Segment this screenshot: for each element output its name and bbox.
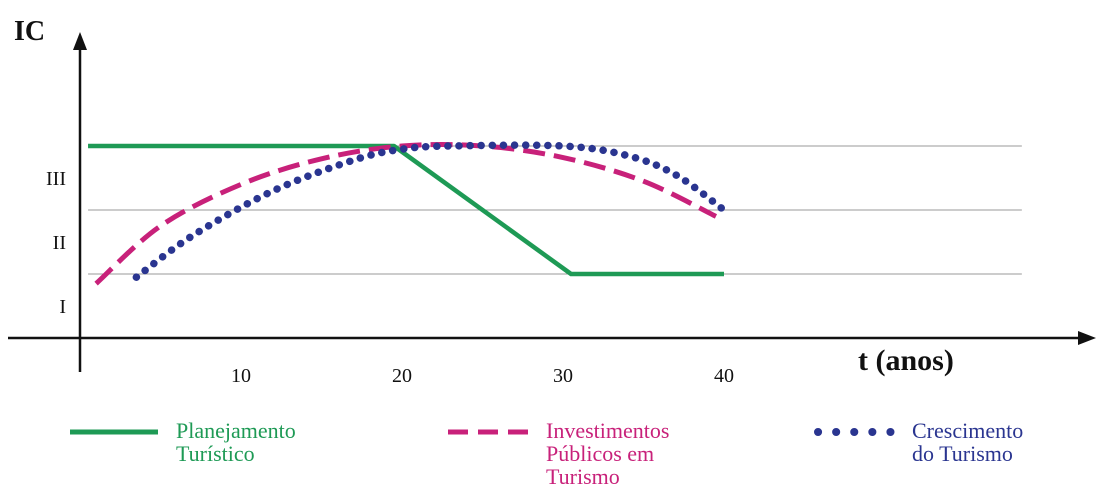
series-group [88, 141, 728, 286]
grid-lines [88, 145, 1022, 275]
legend-label-line: do Turismo [912, 441, 1013, 466]
y-axis-label: IC [14, 16, 45, 47]
legend-label-line: Investimentos [546, 418, 669, 443]
x-tick-labels: 10 20 30 40 [231, 365, 734, 387]
legend-label-line: Turístico [176, 441, 255, 466]
legend-label-line: Crescimento [912, 418, 1023, 443]
legend-label-line: Públicos em [546, 441, 654, 466]
legend-item-planejamento: Planejamento Turístico [70, 418, 301, 466]
svg-text:Crescimento do Turismo: Crescimento do Turismo [912, 418, 1029, 466]
legend-label-line: Turismo [546, 464, 620, 484]
legend: Planejamento Turístico Investimentos Púb… [70, 418, 1029, 484]
y-level-label: I [59, 296, 66, 318]
y-axis-arrow [73, 32, 87, 50]
x-tick-label: 40 [714, 365, 734, 387]
y-level-label: III [46, 168, 66, 190]
x-axis-arrow [1078, 331, 1096, 345]
svg-text:Planejamento Turístico: Planejamento Turístico [176, 418, 301, 466]
x-tick-label: 10 [231, 365, 251, 387]
legend-item-investimentos: Investimentos Públicos em Turismo [448, 418, 675, 484]
legend-label-line: Planejamento [176, 418, 296, 443]
svg-text:Investimentos Públicos: Investimentos Públicos em Turismo [546, 418, 675, 484]
series-line [88, 143, 724, 277]
x-tick-label: 20 [392, 365, 412, 387]
series-line [94, 141, 718, 286]
x-axis-label: t (anos) [858, 344, 954, 377]
legend-item-crescimento: Crescimento do Turismo [814, 418, 1029, 466]
x-tick-label: 30 [553, 365, 573, 387]
series-line [132, 141, 728, 281]
y-level-label: II [53, 232, 66, 254]
